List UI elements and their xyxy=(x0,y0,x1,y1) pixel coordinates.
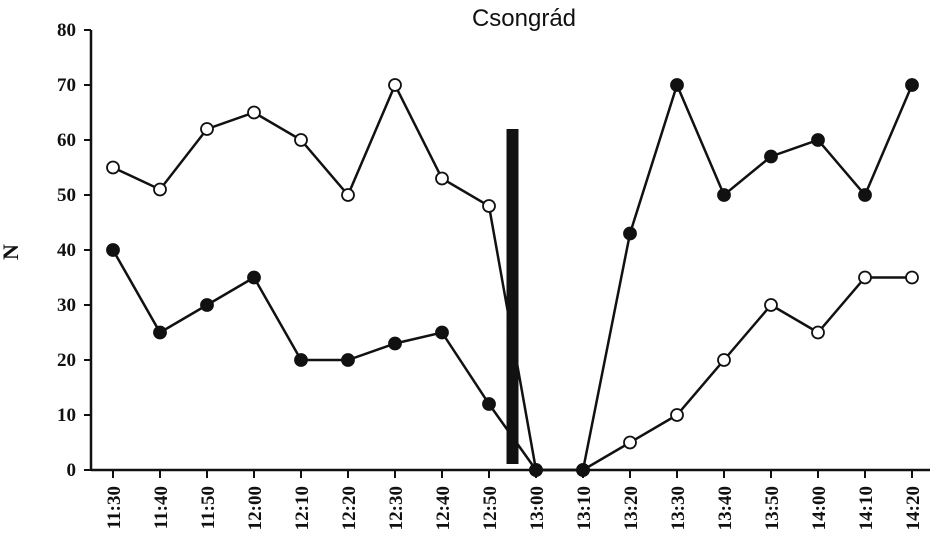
x-tick-label: 13:00 xyxy=(527,486,548,530)
x-tick-label: 13:20 xyxy=(621,486,642,530)
series-1-point xyxy=(247,105,261,120)
series-layer xyxy=(106,78,919,477)
y-tick-label: 80 xyxy=(57,20,76,41)
series-2-point xyxy=(294,353,308,367)
y-tick-label: 20 xyxy=(57,350,76,371)
series-2-point xyxy=(200,298,214,312)
series-2-point xyxy=(905,78,919,92)
series-1-point xyxy=(670,408,684,422)
y-tick-label: 70 xyxy=(57,75,76,96)
series-2-point xyxy=(153,325,167,340)
series-1-point xyxy=(294,133,308,147)
x-tick-label: 12:30 xyxy=(386,486,407,530)
y-ticks: 0 10 20 30 40 50 60 70 80 xyxy=(57,20,91,481)
series-2-point xyxy=(670,78,684,92)
x-tick-label: 13:10 xyxy=(574,486,595,530)
series-1-point xyxy=(388,78,402,92)
y-tick-label: 50 xyxy=(57,185,76,206)
series-2-point xyxy=(106,243,120,257)
x-tick-label: 11:30 xyxy=(104,486,125,529)
series-2-point xyxy=(247,270,261,285)
event-marker-bar xyxy=(506,129,519,464)
x-tick-label: 12:20 xyxy=(339,486,360,530)
series-2-point xyxy=(764,149,778,164)
y-tick-label: 10 xyxy=(57,405,76,426)
y-tick-label: 30 xyxy=(57,295,76,316)
series-2-point xyxy=(623,226,637,241)
chart-title: Csongrád xyxy=(472,5,576,32)
x-tick-label: 12:10 xyxy=(292,486,313,530)
series-1-point xyxy=(764,298,778,312)
series-2-point xyxy=(576,463,590,477)
series-1-point xyxy=(811,325,825,340)
series-2-point xyxy=(717,188,731,202)
x-ticks: 11:30 11:40 11:50 12:00 12:10 12:20 12:30 12:40… xyxy=(104,470,924,530)
series-2-point xyxy=(341,353,355,367)
series-1-point xyxy=(435,171,449,186)
x-tick-label: 14:00 xyxy=(809,486,830,530)
series-2-point xyxy=(858,188,872,202)
x-tick-label: 13:50 xyxy=(762,486,783,530)
series-1-point xyxy=(153,182,167,197)
y-tick-label: 60 xyxy=(57,130,76,151)
series-2-point xyxy=(811,133,825,147)
series-1-point xyxy=(482,199,496,213)
x-tick-label: 14:10 xyxy=(856,486,877,530)
series-1-point xyxy=(858,270,872,285)
x-tick-label: 14:20 xyxy=(903,486,924,530)
x-tick-label: 11:40 xyxy=(151,486,172,529)
y-tick-label: 0 xyxy=(67,460,77,481)
y-axis-label: N xyxy=(0,244,23,260)
series-2-point xyxy=(388,336,402,351)
series-1-point xyxy=(200,122,214,136)
series-1-point xyxy=(106,160,120,175)
series-2-point xyxy=(529,463,543,477)
series-line-2 xyxy=(111,81,914,472)
series-1-point xyxy=(341,188,355,202)
event-layer xyxy=(506,129,519,464)
series-1-point xyxy=(717,353,731,367)
x-tick-label: 12:50 xyxy=(480,486,501,530)
series-line-1 xyxy=(112,82,912,472)
series-1-point xyxy=(905,270,919,285)
x-tick-label: 12:00 xyxy=(245,486,266,530)
x-tick-label: 11:50 xyxy=(198,486,219,529)
series-2-point xyxy=(482,397,496,411)
x-tick-label: 13:30 xyxy=(668,486,689,530)
x-tick-label: 13:40 xyxy=(715,486,736,530)
series-2-point xyxy=(435,325,449,340)
series-1-point xyxy=(623,435,637,450)
y-tick-label: 40 xyxy=(57,240,76,261)
x-tick-label: 12:40 xyxy=(433,486,454,530)
